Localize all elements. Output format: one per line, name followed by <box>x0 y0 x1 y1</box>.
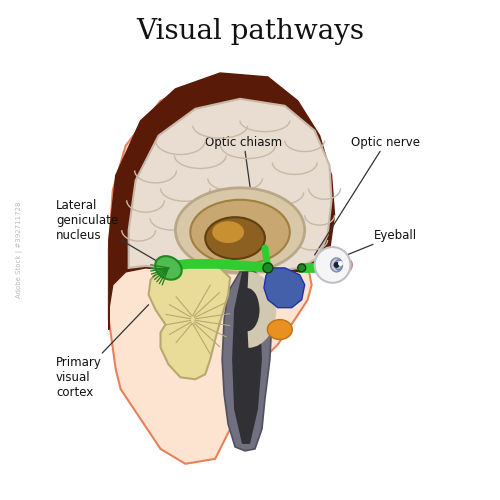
Text: Adobe Stock | #392711728: Adobe Stock | #392711728 <box>16 202 23 298</box>
Polygon shape <box>264 268 304 308</box>
Ellipse shape <box>317 256 352 278</box>
Text: Primary
visual
cortex: Primary visual cortex <box>56 304 148 399</box>
Polygon shape <box>148 262 230 380</box>
Polygon shape <box>128 99 332 274</box>
Polygon shape <box>232 272 262 444</box>
Polygon shape <box>109 79 328 464</box>
Circle shape <box>263 263 273 273</box>
Ellipse shape <box>155 256 182 280</box>
Circle shape <box>298 264 306 272</box>
Ellipse shape <box>268 320 292 340</box>
Text: Visual pathways: Visual pathways <box>136 18 364 44</box>
Polygon shape <box>222 272 272 451</box>
Ellipse shape <box>335 260 342 270</box>
Text: Lateral
geniculate
nucleus: Lateral geniculate nucleus <box>56 198 168 268</box>
Ellipse shape <box>190 200 290 264</box>
Circle shape <box>334 262 340 268</box>
Ellipse shape <box>176 188 304 272</box>
Text: Optic chiasm: Optic chiasm <box>206 136 282 258</box>
Text: Optic nerve: Optic nerve <box>314 136 420 255</box>
Ellipse shape <box>206 217 265 259</box>
Text: Eyeball: Eyeball <box>340 228 417 258</box>
Polygon shape <box>109 73 334 330</box>
Ellipse shape <box>330 258 342 272</box>
Circle shape <box>314 247 350 283</box>
Ellipse shape <box>212 221 244 243</box>
